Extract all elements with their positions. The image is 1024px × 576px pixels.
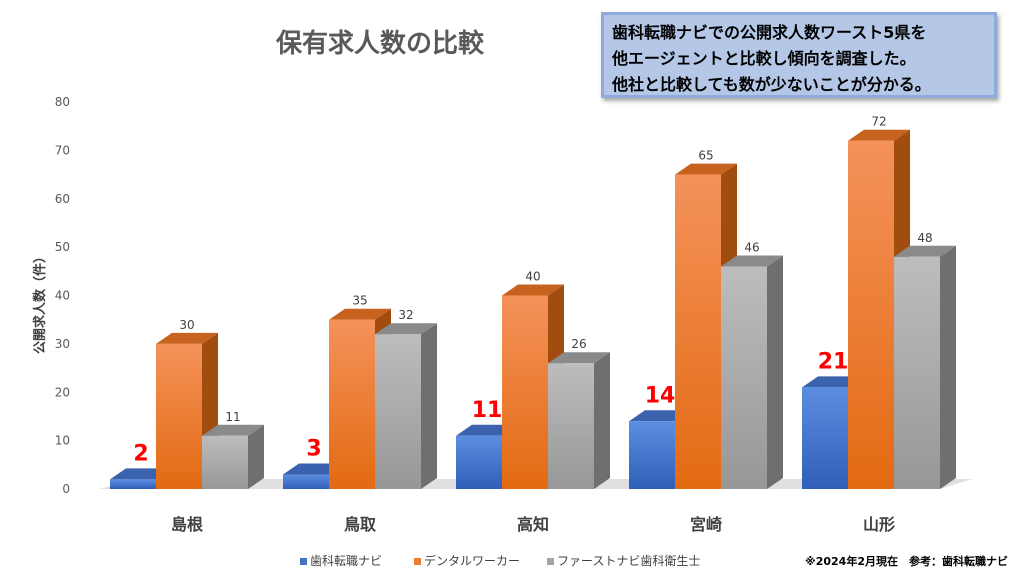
bar-4-2: 48 [894,231,956,489]
bar-2-2: 26 [548,337,610,489]
bars-group: 2 30 11 3 35 32 11 40 26 14 65 46 21 72 48 [110,115,956,489]
bar-front [375,334,421,489]
data-label: 14 [645,383,676,408]
bar-top [329,308,391,320]
note-line: 他社と比較しても数が少ないことが分かる。 [612,75,931,94]
x-tick-label: 鳥取 [344,515,376,534]
x-tick-label: 高知 [517,515,549,534]
bar-top [848,129,910,141]
data-label: 40 [525,270,540,284]
bar-side [421,323,437,489]
bar-4-1: 72 [848,115,910,489]
bar-front [894,256,940,489]
legend-label: 歯科転職ナビ [310,554,382,568]
bar-top [375,323,437,335]
data-label: 35 [352,294,367,308]
bar-top [502,284,564,296]
note-box: 歯科転職ナビでの公開求人数ワースト5県を 他エージェントと比較し傾向を調査した。… [601,12,997,98]
data-label: 3 [306,436,321,461]
data-label: 11 [225,410,240,424]
data-label: 46 [744,240,759,254]
legend-swatch [547,558,554,565]
bar-front [283,474,329,489]
bar-front [848,140,894,489]
legend: 歯科転職ナビ デンタルワーカー ファーストナビ歯科衛生士 [300,553,700,568]
legend-label: デンタルワーカー [424,553,520,568]
data-label: 26 [571,337,586,351]
data-label: 11 [472,398,503,423]
data-label: 30 [179,318,194,332]
y-axis-label: 公開求人数（件） [32,250,48,354]
bar-1-2: 32 [375,308,437,489]
bar-front [802,387,848,489]
source-note: ※2024年2月現在 参考：歯科転職ナビ [805,554,1008,568]
y-tick-label: 80 [55,95,70,109]
bar-top [156,332,218,344]
legend-swatch [414,558,421,565]
data-label: 21 [818,349,849,374]
y-axis: 0 10 20 30 40 50 60 70 80 [55,95,70,496]
chart-title: 保有求人数の比較 [275,28,485,59]
y-tick-label: 10 [55,434,70,448]
bar-front [721,266,767,489]
bar-front [502,295,548,489]
data-label: 48 [917,231,932,245]
x-tick-label: 島根 [171,515,203,534]
x-axis: 島根 鳥取 高知 宮崎 山形 [171,515,895,534]
data-label: 32 [398,308,413,322]
bar-side [767,255,783,489]
note-line: 歯科転職ナビでの公開求人数ワースト5県を [612,23,927,42]
x-tick-label: 山形 [863,515,895,534]
bar-front [329,319,375,489]
y-tick-label: 20 [55,385,70,399]
legend-item: ファーストナビ歯科衛生士 [547,554,700,568]
x-tick-label: 宮崎 [690,515,722,534]
bar-top [721,255,783,267]
data-label: 2 [133,441,148,466]
y-tick-label: 30 [55,337,70,351]
bar-front [456,435,502,489]
bar-side [594,352,610,489]
bar-top [894,245,956,257]
legend-item: 歯科転職ナビ [300,554,382,568]
bar-0-2: 11 [202,410,264,489]
data-label: 65 [698,149,713,163]
bar-top [675,163,737,175]
y-tick-label: 60 [55,192,70,206]
legend-swatch [300,558,307,565]
bar-front [110,479,156,489]
y-tick-label: 40 [55,289,70,303]
bar-front [202,435,248,489]
y-tick-label: 0 [62,482,70,496]
data-label: 72 [871,115,886,129]
note-line: 他エージェントと比較し傾向を調査した。 [612,49,916,68]
bar-front [675,174,721,489]
legend-label: ファーストナビ歯科衛生士 [557,554,700,568]
y-tick-label: 50 [55,240,70,254]
bar-top [548,352,610,364]
bar-side [940,245,956,489]
bar-3-2: 46 [721,240,783,489]
bar-front [548,363,594,489]
bar-side [248,424,264,489]
bar-top [202,424,264,436]
legend-item: デンタルワーカー [414,553,520,568]
bar-front [156,343,202,489]
bar-front [629,421,675,489]
y-tick-label: 70 [55,143,70,157]
